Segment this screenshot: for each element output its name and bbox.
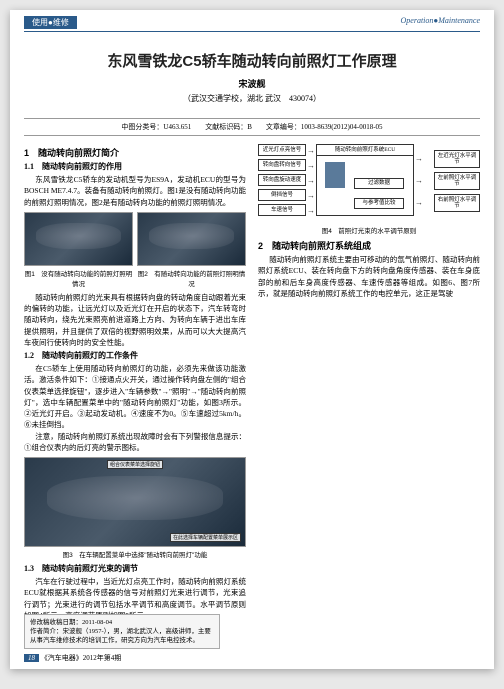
- author-affiliation: （武汉交通学校，湖北 武汉 430074）: [10, 93, 494, 104]
- footer-info-box: 修改稿收稿日期：2011-08-04 作者简介：宋波舰（1957-），男，湖北武…: [24, 614, 220, 649]
- figure-2-caption: 图2 有随动转向功能的前照灯照明情况: [137, 268, 246, 288]
- figure-3-annotation-bottom: 在此选择车辆配置菜单展示区: [170, 533, 241, 542]
- paragraph: 随动转向前照灯的光束具有根据转向盘的转动角度自动跟着光束的偏转的功能，让远光灯以…: [24, 292, 246, 348]
- arrow-icon: →: [307, 146, 315, 155]
- figure-3: 组合仪表菜单选择旋钮 在此选择车辆配置菜单展示区 图3 在车辆配置菜单中选择"随…: [24, 457, 246, 559]
- diagram-input-3: 转向盘旋动速度: [258, 174, 306, 186]
- diagram-ecu-label: 随动转向前照灯系统ECU: [316, 144, 414, 156]
- diagram-output-2: 左前照灯水平调节: [434, 172, 480, 190]
- article-meta: 中图分类号：U463.651 文献标识码：B 文章编号：1003-8639(20…: [24, 118, 480, 136]
- figure-4-diagram: 近光灯点亮信号 转向盘转向信号 转向盘旋动速度 倒挡信号 车速信号 随动转向前照…: [258, 142, 480, 222]
- arrow-icon: →: [307, 176, 315, 185]
- article-title: 东风雪铁龙C5轿车随动转向前照灯工作原理: [10, 50, 494, 71]
- figure-row-1-2: 图1 没有随动转向功能的前照灯照明情况 图2 有随动转向功能的前照灯照明情况: [24, 212, 246, 288]
- figure-3-image: 组合仪表菜单选择旋钮 在此选择车辆配置菜单展示区: [24, 457, 246, 547]
- section-tab-left: 使用●维修: [24, 16, 77, 29]
- section-1-2-heading: 1.2 随动转向前照灯的工作条件: [24, 350, 246, 361]
- paragraph: 东风雪铁龙C5轿车的发动机型号为ES9A，发动机ECU的型号为BOSCH ME7…: [24, 174, 246, 208]
- diagram-filter: 过滤数据: [354, 178, 404, 189]
- paragraph: 注意，随动转向前照灯系统出现故障时会有下列警报信息提示：①组合仪表内的后灯亮的警…: [24, 431, 246, 454]
- article-body: 1 随动转向前照灯简介 1.1 随动转向前照灯的作用 东风雪铁龙C5轿车的发动机…: [10, 136, 494, 626]
- figure-1-image: [24, 212, 133, 266]
- figure-1-caption: 图1 没有随动转向功能的前照灯照明情况: [24, 268, 133, 288]
- page-number: 18: [24, 654, 39, 662]
- figure-4-caption: 图4 前照灯光束的水平调节原则: [258, 225, 480, 235]
- header-rule: [24, 31, 480, 32]
- diagram-output-1: 左近光灯水平调节: [434, 150, 480, 168]
- section-1-3-heading: 1.3 随动转向前照灯光束的调节: [24, 563, 246, 574]
- top-bar: 使用●维修 Operation●Maintenance: [10, 10, 494, 31]
- arrow-icon: →: [307, 206, 315, 215]
- author-bio: 作者简介：宋波舰（1957-），男，湖北武汉人，高级讲师，主要从事汽车维修技术的…: [30, 627, 214, 645]
- journal-issue: 《汽车电器》2012年第4期: [41, 654, 122, 662]
- arrow-icon: →: [307, 191, 315, 200]
- diagram-input-1: 近光灯点亮信号: [258, 144, 306, 156]
- diagram-output-3: 右前照灯水平调节: [434, 194, 480, 212]
- paragraph: 在C5轿车上使用随动转向前照灯的功能，必须先来做该功能激活。激活条件如下：①接通…: [24, 363, 246, 431]
- diagram-input-2: 转向盘转向信号: [258, 159, 306, 171]
- section-1-1-heading: 1.1 随动转向前照灯的作用: [24, 161, 246, 172]
- arrow-icon: →: [415, 198, 423, 207]
- section-tab-right: Operation●Maintenance: [401, 16, 480, 29]
- arrow-icon: →: [415, 176, 423, 185]
- arrow-icon: →: [307, 161, 315, 170]
- chip-icon: [325, 162, 345, 188]
- diagram-compare: 与参考值比较: [354, 198, 404, 209]
- diagram-input-4: 倒挡信号: [258, 189, 306, 201]
- arrow-icon: →: [415, 154, 423, 163]
- figure-3-annotation-top: 组合仪表菜单选择旋钮: [107, 460, 163, 469]
- figure-3-caption: 图3 在车辆配置菜单中选择"随动转向前照灯"功能: [24, 549, 246, 559]
- revision-date: 修改稿收稿日期：2011-08-04: [30, 618, 214, 627]
- title-block: 东风雪铁龙C5轿车随动转向前照灯工作原理 宋波舰 （武汉交通学校，湖北 武汉 4…: [10, 42, 494, 110]
- figure-2-image: [137, 212, 246, 266]
- page-footer: 18 《汽车电器》2012年第4期: [24, 653, 121, 663]
- section-2-heading: 2 随动转向前照灯系统组成: [258, 239, 480, 252]
- diagram-input-5: 车速信号: [258, 204, 306, 216]
- section-1-heading: 1 随动转向前照灯简介: [24, 146, 246, 159]
- paragraph: 随动转向前照灯系统主要由可移动的的氙气前照灯、随动转向前照灯系统ECU、装在转向…: [258, 254, 480, 299]
- author-name: 宋波舰: [10, 77, 494, 90]
